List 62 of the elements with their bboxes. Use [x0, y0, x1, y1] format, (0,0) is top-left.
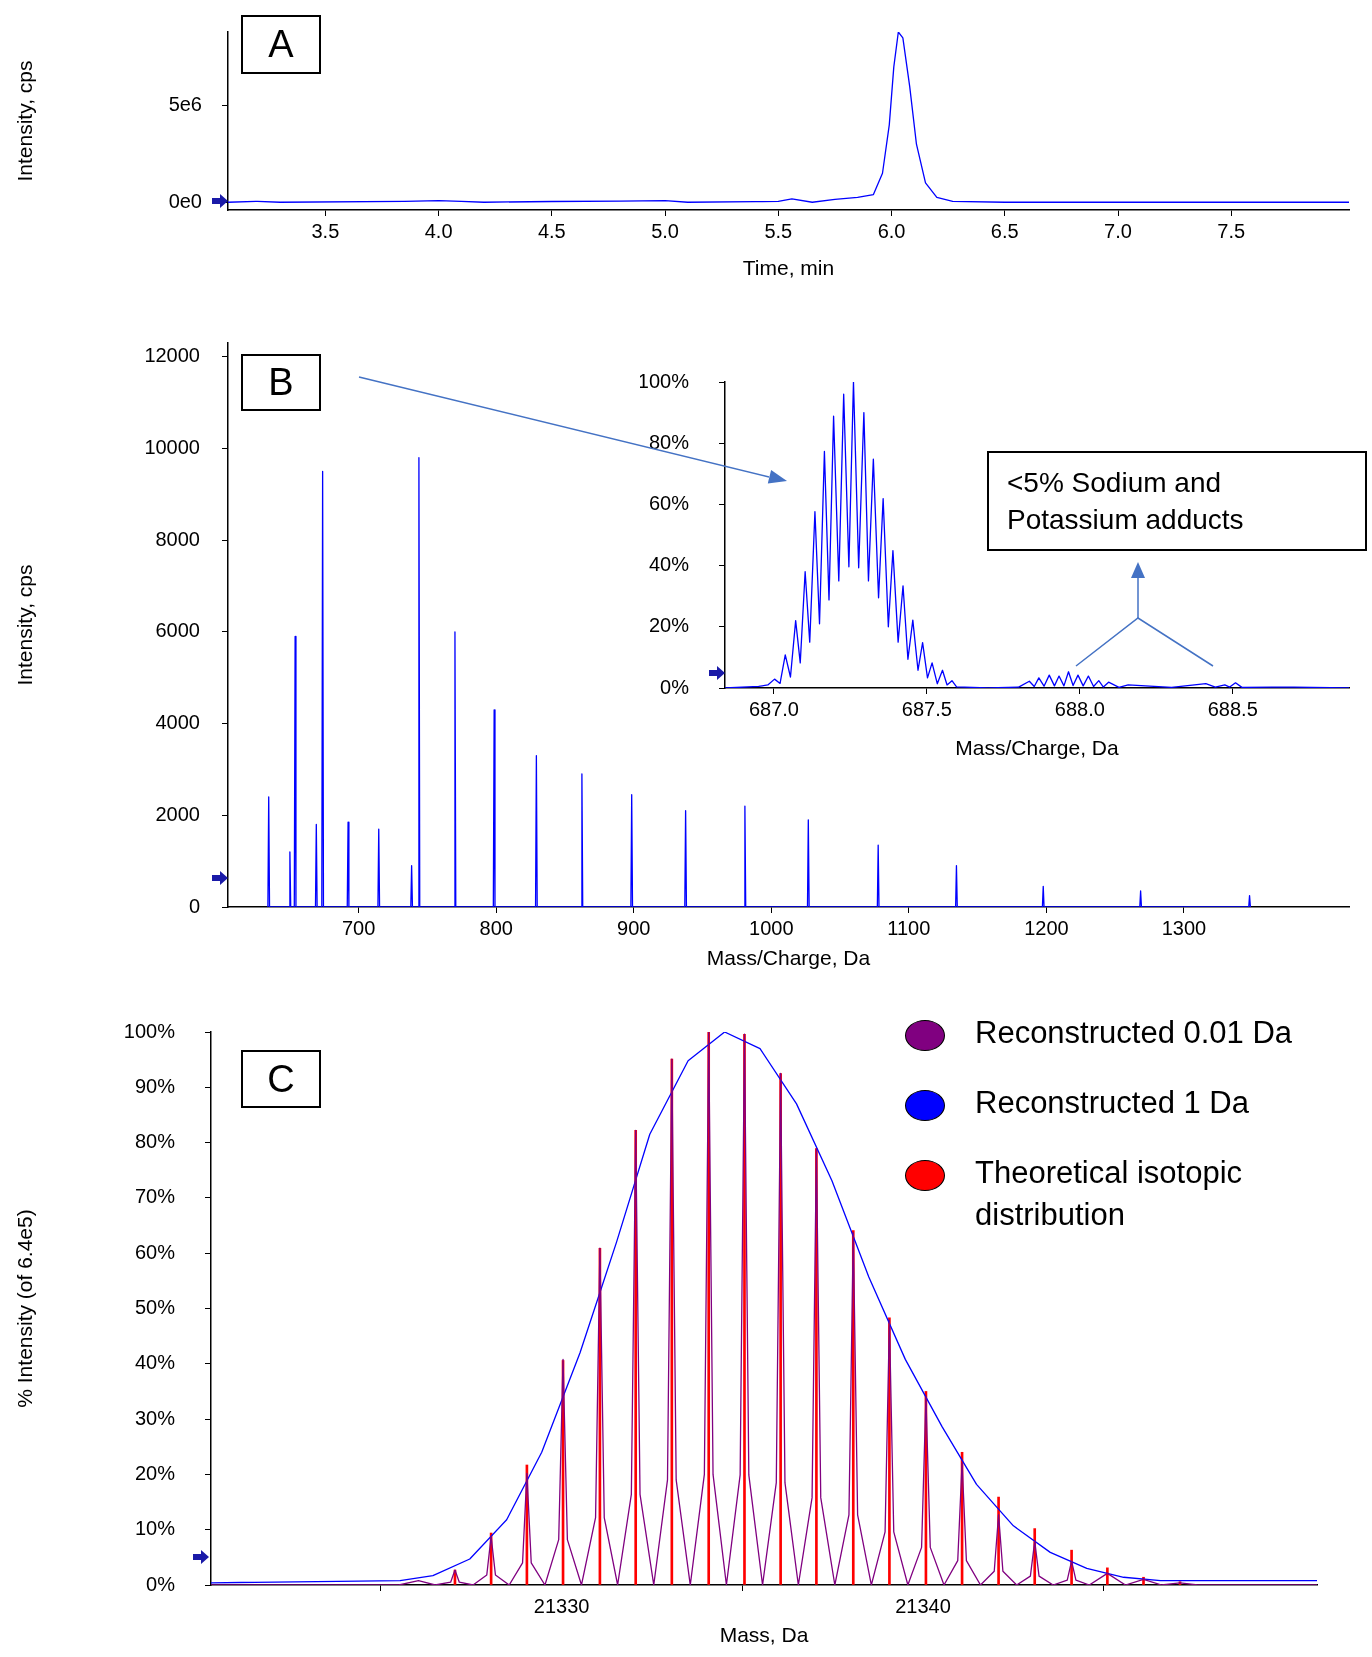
- x-tick-label: 900: [617, 916, 651, 939]
- y-tick-label: 20%: [648, 614, 690, 637]
- y-tick-label: 40%: [648, 553, 690, 576]
- x-tick-label: 21340: [895, 1594, 951, 1617]
- y-tick-label: 0: [188, 894, 200, 917]
- y-tick-label: 60%: [648, 491, 690, 514]
- x-tick-label: 1200: [1024, 916, 1069, 939]
- x-tick-label: 687.0: [748, 697, 799, 720]
- x-tick-label: 7.0: [1104, 219, 1132, 242]
- y-tick-label: 0%: [146, 1572, 176, 1595]
- legend-label: Reconstructed 1 Da: [975, 1084, 1250, 1122]
- x-tick-label: 688.5: [1207, 697, 1258, 720]
- y-axis-title: Intensity, cps: [13, 60, 37, 182]
- x-tick-label: 1000: [749, 916, 794, 939]
- annotation: <5% Sodium and Potassium adducts: [987, 451, 1367, 551]
- y-tick-label: 8000: [155, 527, 200, 550]
- annotation: C: [241, 1050, 321, 1108]
- x-tick-label: 21330: [533, 1594, 590, 1617]
- y-tick-label: 90%: [134, 1074, 176, 1097]
- y-tick-label: 80%: [134, 1130, 176, 1153]
- x-tick-label: 6.0: [877, 219, 906, 242]
- y-tick-label: 12000: [144, 344, 200, 367]
- y-tick-label: 5e6: [168, 93, 202, 116]
- y-tick-label: 4000: [155, 711, 200, 734]
- y-tick-label: 2000: [155, 802, 200, 825]
- x-tick-label: 5.0: [651, 219, 679, 242]
- y-tick-label: 10%: [134, 1517, 176, 1540]
- x-tick-label: 5.5: [764, 219, 793, 242]
- x-tick-label: 6.5: [990, 219, 1019, 242]
- y-tick-label: 40%: [134, 1351, 176, 1374]
- x-tick-label: 1100: [887, 916, 931, 939]
- x-tick-label: 687.5: [901, 697, 952, 720]
- y-tick-label: 30%: [134, 1406, 176, 1429]
- x-tick-label: 4.5: [537, 219, 566, 242]
- x-tick-label: 1300: [1161, 916, 1207, 939]
- y-tick-label: 50%: [134, 1296, 176, 1319]
- x-axis-title: Time, min: [742, 256, 835, 280]
- y-tick-label: 10000: [144, 435, 200, 458]
- x-tick-label: 7.5: [1217, 219, 1246, 242]
- y-tick-label: 100%: [637, 369, 690, 392]
- x-tick-label: 688.0: [1054, 697, 1105, 720]
- x-tick-label: 700: [341, 916, 376, 939]
- annotation: A: [241, 15, 321, 74]
- legend-label: Reconstructed 0.01 Da: [975, 1014, 1294, 1052]
- y-axis-title: Intensity, cps: [13, 564, 37, 686]
- y-axis-title: % Intensity (of 6.4e5): [13, 1209, 37, 1408]
- y-tick-label: 100%: [123, 1019, 176, 1042]
- x-tick-label: 4.0: [424, 219, 453, 242]
- y-tick-label: 6000: [155, 619, 200, 642]
- annotation: B: [241, 354, 321, 411]
- x-tick-label: 800: [479, 916, 513, 939]
- legend-label: Theoretical isotopic distribution: [975, 1154, 1244, 1234]
- y-tick-label: 20%: [134, 1461, 176, 1484]
- x-axis-title: Mass/Charge, Da: [955, 736, 1120, 760]
- y-tick-label: 0e0: [168, 189, 202, 212]
- y-tick-label: 70%: [134, 1185, 176, 1208]
- y-tick-label: 80%: [648, 430, 690, 453]
- x-tick-label: 3.5: [311, 219, 340, 242]
- x-axis-title: Mass/Charge, Da: [706, 946, 871, 970]
- x-axis-title: Mass, Da: [719, 1623, 809, 1647]
- y-tick-label: 0%: [660, 675, 690, 698]
- y-tick-label: 60%: [134, 1240, 176, 1263]
